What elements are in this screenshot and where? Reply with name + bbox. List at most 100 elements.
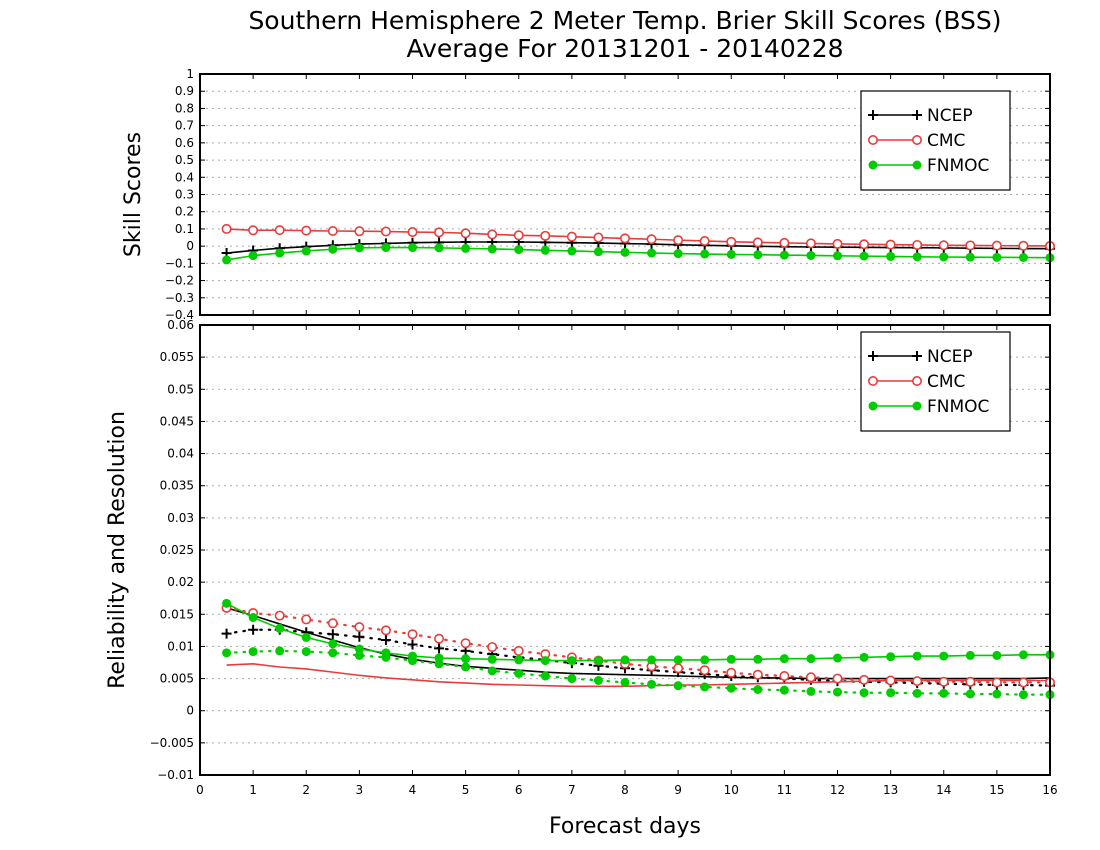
- data-point: [673, 681, 683, 691]
- data-point: [487, 244, 497, 254]
- legend-label-ncep: NCEP: [927, 347, 973, 367]
- data-point: [540, 245, 550, 255]
- data-point: [726, 249, 736, 259]
- data-point: [354, 644, 364, 654]
- series-line: [225, 628, 1052, 687]
- data-point: [354, 631, 365, 642]
- y-tick-label: 0.055: [160, 350, 194, 364]
- x-tick-label: 5: [462, 783, 470, 797]
- x-tick-label: 2: [302, 783, 310, 797]
- plot-frame: [199, 73, 1051, 316]
- data-point: [593, 247, 603, 257]
- data-point: [726, 654, 736, 664]
- y-tick-label: 0.06: [167, 318, 194, 332]
- data-point: [647, 248, 657, 258]
- data-point: [275, 623, 285, 633]
- data-point: [461, 654, 471, 664]
- data-point: [461, 243, 471, 253]
- data-point: [301, 225, 312, 236]
- y-tick-label: 0.05: [167, 382, 194, 396]
- legend-label-fnmoc: FNMOC: [927, 397, 989, 417]
- series-cmc: [221, 223, 1056, 251]
- data-point: [859, 251, 869, 261]
- data-point: [540, 656, 550, 666]
- data-point: [354, 243, 364, 253]
- data-point: [380, 625, 391, 636]
- data-point: [221, 223, 232, 234]
- data-point: [673, 235, 684, 246]
- data-point: [434, 243, 444, 253]
- data-point: [327, 629, 338, 640]
- data-point: [380, 635, 391, 645]
- data-point: [912, 252, 922, 262]
- legend-marker: [867, 135, 878, 146]
- x-tick-label: 13: [883, 783, 898, 797]
- x-tick-label: 15: [989, 783, 1004, 797]
- legend-marker: [912, 401, 922, 411]
- data-point: [832, 673, 843, 684]
- data-point: [992, 689, 1002, 699]
- y-tick-label: −0.4: [165, 308, 194, 322]
- data-point: [885, 239, 896, 250]
- legend-marker: [868, 351, 878, 361]
- data-point: [779, 250, 789, 260]
- data-point: [248, 624, 259, 635]
- data-point: [248, 613, 258, 622]
- data-point: [434, 659, 444, 669]
- x-tick-label: 14: [936, 783, 951, 797]
- data-point: [248, 251, 258, 261]
- y-tick-label: 0.005: [160, 672, 194, 686]
- data-point: [328, 639, 338, 649]
- legend-marker: [912, 351, 922, 361]
- data-point: [301, 614, 312, 625]
- y-tick-label: 0.025: [160, 543, 194, 557]
- y-tick-label: −0.3: [165, 291, 194, 305]
- data-point: [408, 243, 417, 253]
- data-point: [408, 656, 417, 666]
- data-point: [567, 246, 577, 256]
- data-point: [806, 686, 816, 696]
- y-tick-label: 0.5: [175, 153, 194, 167]
- data-point: [805, 672, 816, 683]
- data-point: [806, 654, 816, 664]
- legend-box: [860, 331, 1011, 432]
- data-point: [620, 655, 630, 665]
- y-tick-label: 0.6: [175, 136, 194, 150]
- y-tick-label: 0: [186, 704, 194, 718]
- data-point: [912, 239, 923, 250]
- legend-label-ncep: NCEP: [927, 106, 973, 126]
- data-point: [567, 656, 577, 666]
- data-point: [540, 230, 551, 241]
- series-line: [226, 602, 1050, 662]
- data-point: [779, 670, 790, 681]
- data-point: [753, 250, 763, 260]
- series-line: [225, 649, 1052, 696]
- series-line: [226, 241, 1051, 254]
- data-point: [992, 650, 1002, 660]
- data-point: [699, 665, 710, 676]
- data-point: [805, 238, 816, 249]
- data-point: [593, 232, 604, 243]
- data-point: [673, 249, 683, 259]
- data-point: [460, 638, 471, 649]
- data-point: [938, 240, 949, 251]
- data-point: [833, 687, 842, 697]
- data-point: [275, 646, 285, 656]
- data-point: [779, 654, 789, 664]
- data-point: [514, 668, 524, 678]
- data-point: [407, 227, 418, 238]
- x-tick-label: 0: [196, 783, 204, 797]
- data-point: [566, 231, 577, 242]
- legend-label-cmc: CMC: [927, 131, 965, 151]
- data-point: [514, 245, 524, 255]
- x-tick-label: 16: [1042, 783, 1057, 797]
- data-point: [514, 655, 524, 665]
- y-axis-label-skill: Skill Scores: [121, 132, 146, 257]
- data-point: [939, 252, 949, 262]
- data-point: [328, 648, 338, 658]
- data-point: [646, 234, 657, 245]
- x-tick-label: 6: [515, 783, 523, 797]
- data-point: [301, 647, 311, 657]
- data-point: [1018, 240, 1029, 251]
- x-tick-label: 10: [724, 783, 739, 797]
